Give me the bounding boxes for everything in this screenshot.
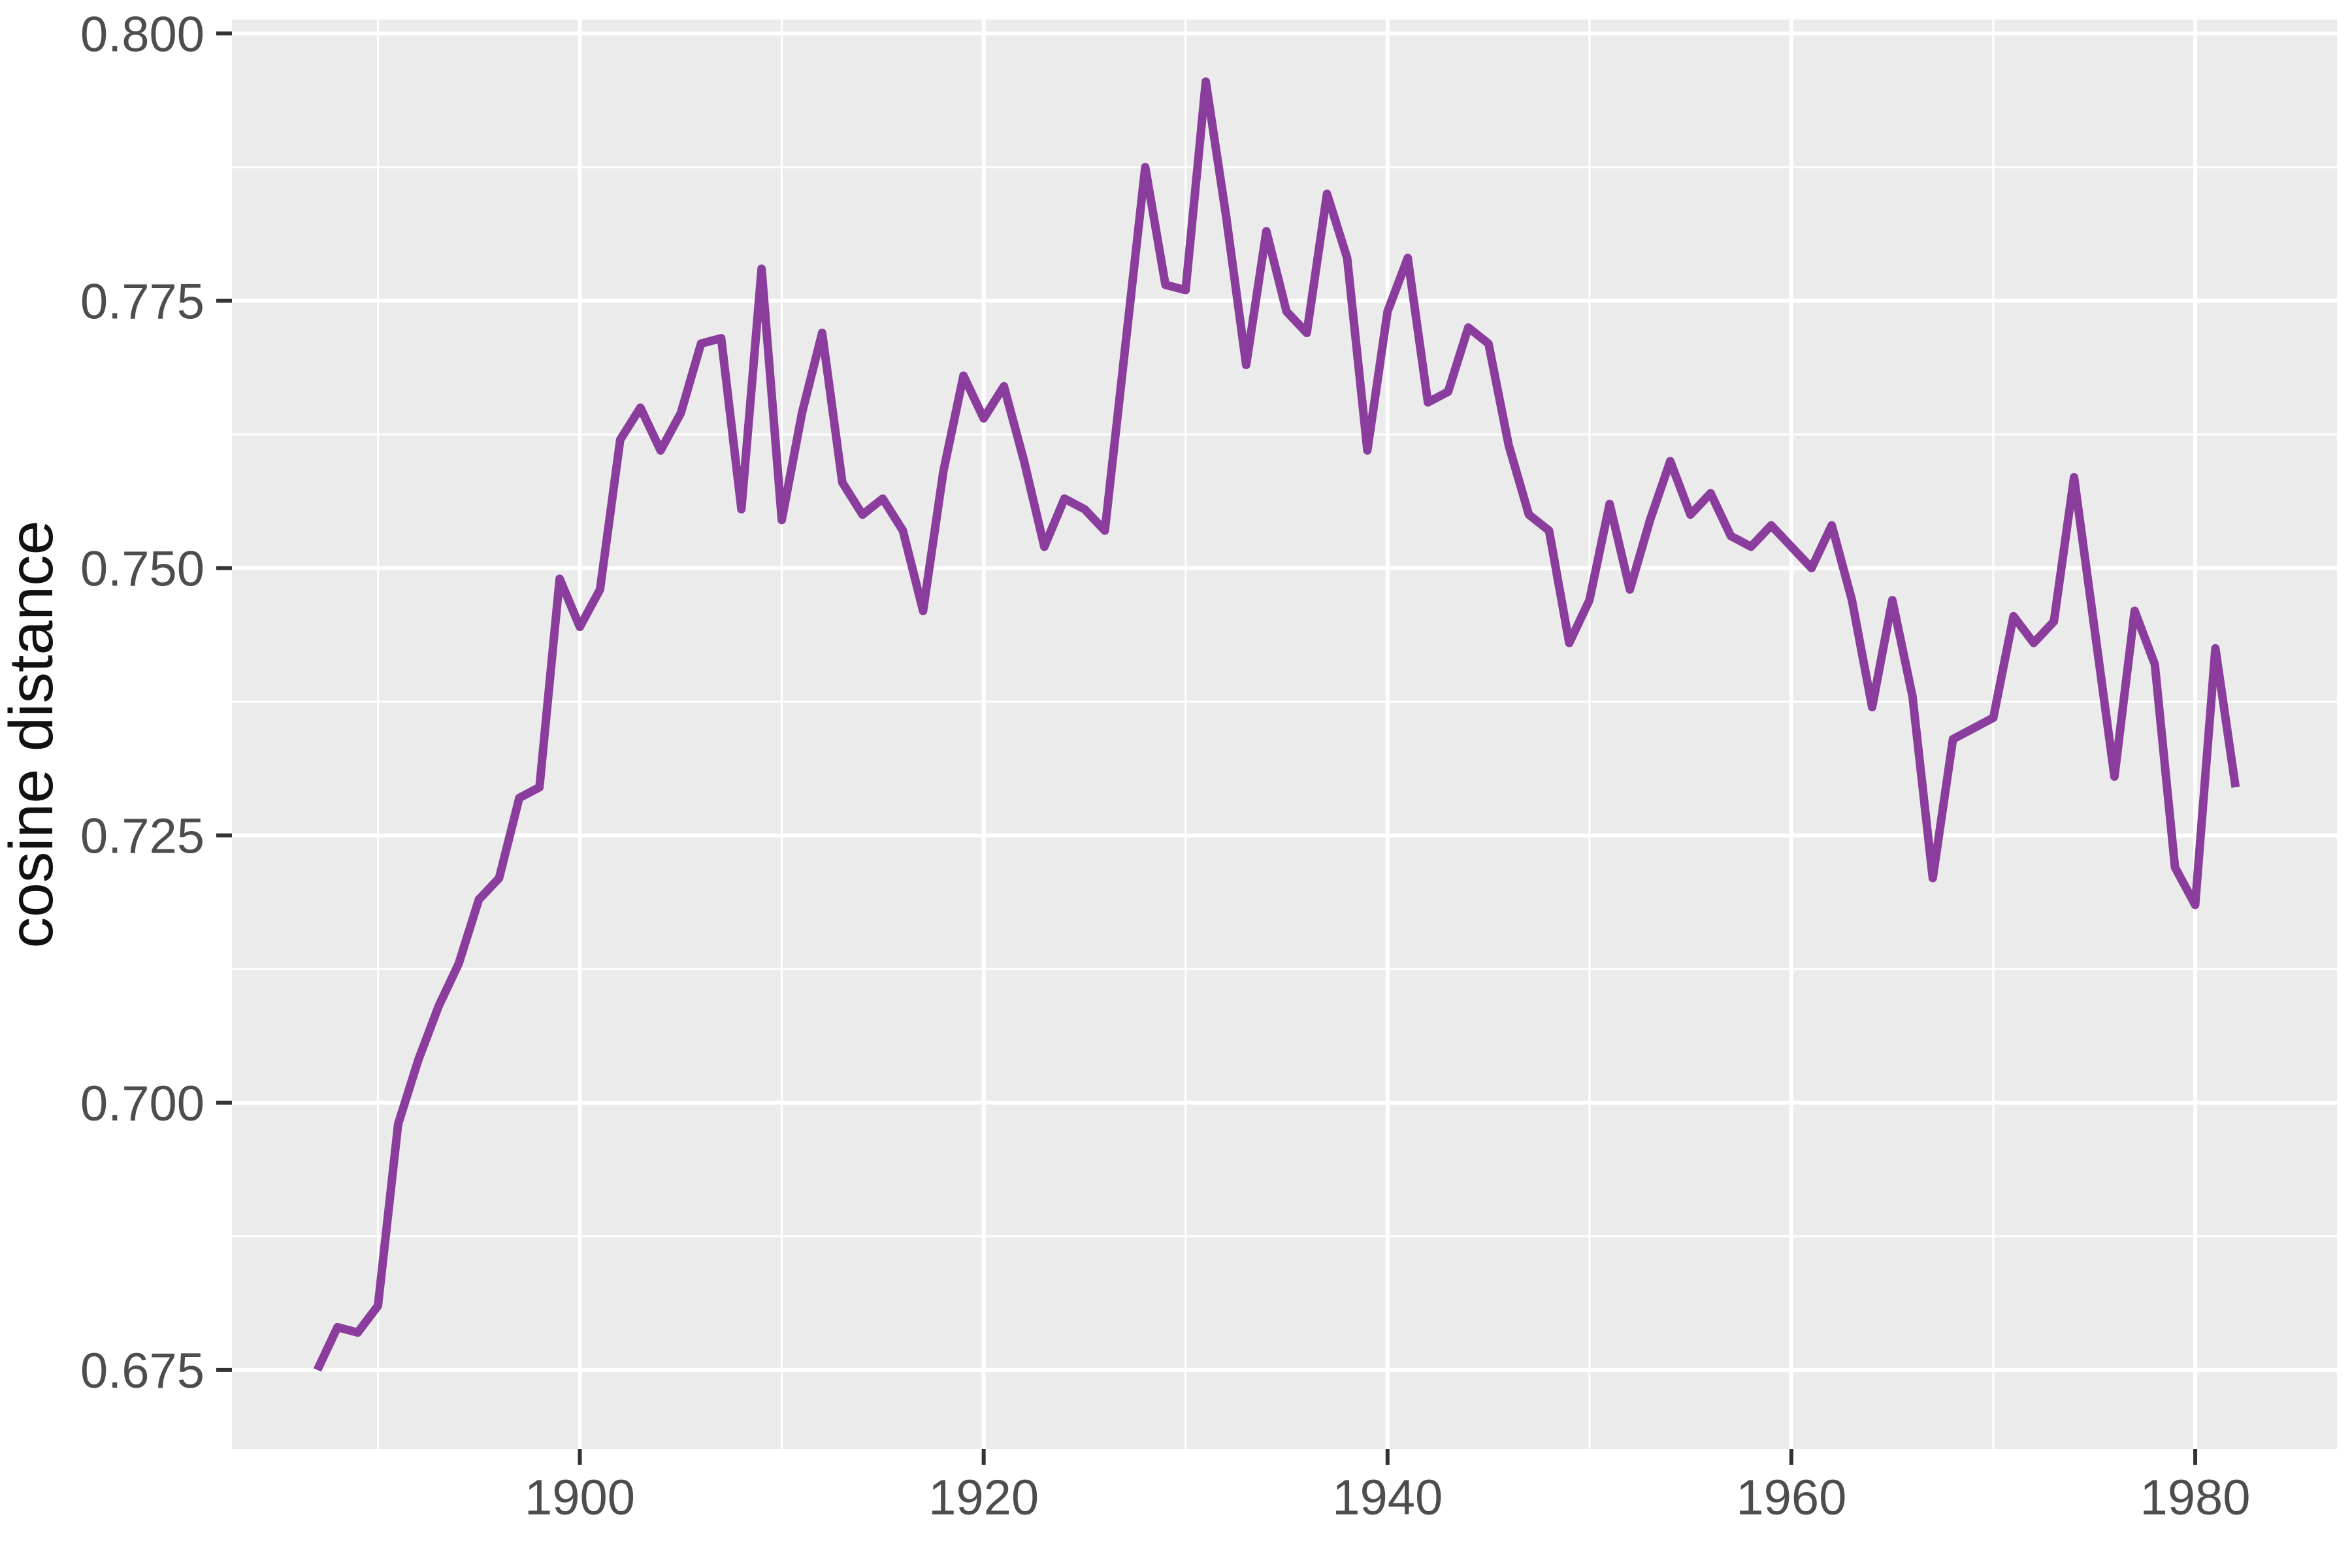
y-tick-label: 0.725 (80, 809, 204, 864)
x-tick-label: 1960 (1736, 1470, 1846, 1526)
y-tick-label: 0.700 (80, 1076, 204, 1132)
x-tick-label: 1900 (525, 1470, 635, 1526)
x-tick-label: 1980 (2140, 1470, 2250, 1526)
data-line-cosine-distance (313, 77, 2240, 1372)
axis-tick-marks (216, 31, 2198, 1465)
y-tick-label: 0.675 (80, 1343, 204, 1399)
y-axis-tick-labels: 0.675 0.700 0.725 0.750 0.775 0.800 (80, 7, 204, 1399)
y-tick-label: 0.750 (80, 542, 204, 597)
x-tick-label: 1920 (928, 1470, 1039, 1526)
x-axis-tick-labels: 1900 1920 1940 1960 1980 (525, 1470, 2251, 1526)
y-tick-label: 0.775 (80, 274, 204, 329)
panel-background (232, 20, 2337, 1449)
y-axis-title: cosine distance (0, 521, 66, 949)
x-tick-label: 1940 (1332, 1470, 1443, 1526)
y-tick-label: 0.800 (80, 7, 204, 62)
